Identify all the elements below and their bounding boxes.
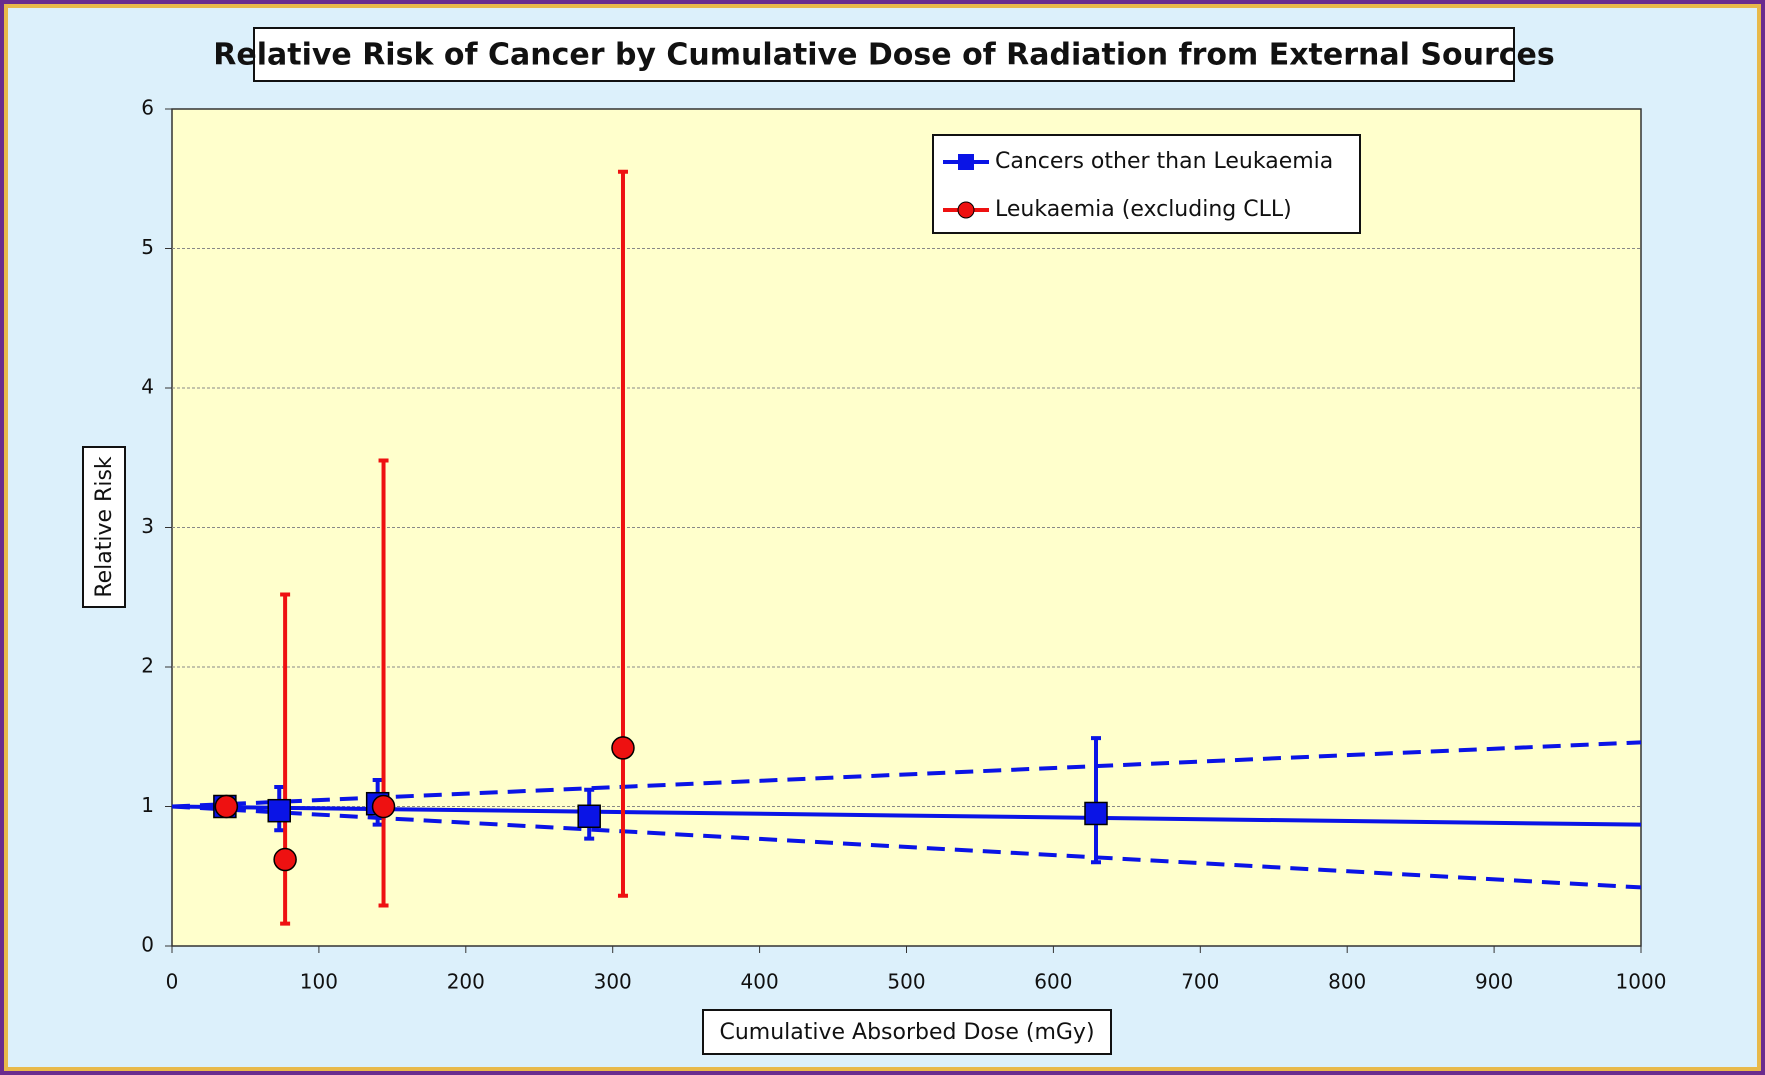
marker — [1084, 801, 1108, 826]
x-tick-label: 300 — [594, 970, 632, 994]
marker — [611, 736, 635, 760]
marker — [273, 847, 297, 872]
marker — [577, 804, 601, 829]
x-tick-label: 100 — [300, 970, 338, 994]
fit-line — [171, 804, 1642, 827]
legend-marker — [958, 154, 974, 170]
y-tick-label: 3 — [141, 514, 154, 538]
error-bar — [378, 458, 389, 908]
y-label-box — [82, 446, 126, 608]
fit-line — [171, 804, 1642, 890]
x-tick-label: 200 — [447, 970, 485, 994]
y-tick-label: 2 — [141, 654, 154, 678]
marker — [267, 798, 291, 823]
x-tick-label: 900 — [1475, 970, 1513, 994]
x-tick-label: 600 — [1034, 970, 1072, 994]
x-axis-label: Cumulative Absorbed Dose (mGy) — [719, 1020, 1094, 1045]
y-axis-label: Relative Risk — [92, 456, 117, 598]
chart-title: Relative Risk of Cancer by Cumulative Do… — [213, 38, 1554, 73]
x-tick-label: 500 — [887, 970, 925, 994]
y-tick-label: 0 — [141, 933, 154, 957]
x-tick-label: 400 — [741, 970, 779, 994]
y-tick-label: 4 — [141, 375, 154, 399]
error-bar — [617, 169, 628, 898]
y-tick-label: 1 — [141, 793, 154, 817]
marker — [214, 794, 239, 819]
error-bar — [1091, 736, 1101, 865]
x-tick-label: 0 — [166, 970, 179, 994]
y-tick-label: 5 — [141, 235, 154, 259]
x-tick-label: 700 — [1181, 970, 1219, 994]
legend-label: Leukaemia (excluding CLL) — [995, 197, 1292, 222]
plot-area — [171, 108, 1642, 947]
legend-label: Cancers other than Leukaemia — [995, 149, 1333, 174]
x-tick-label: 1000 — [1616, 970, 1667, 994]
fit-line — [171, 740, 1642, 809]
x-tick-label: 800 — [1328, 970, 1366, 994]
legend-marker — [957, 201, 975, 219]
title-box — [253, 27, 1515, 82]
legend-box — [932, 134, 1361, 234]
x-label-box — [702, 1009, 1112, 1055]
y-tick-label: 6 — [141, 96, 154, 120]
marker — [371, 794, 396, 819]
